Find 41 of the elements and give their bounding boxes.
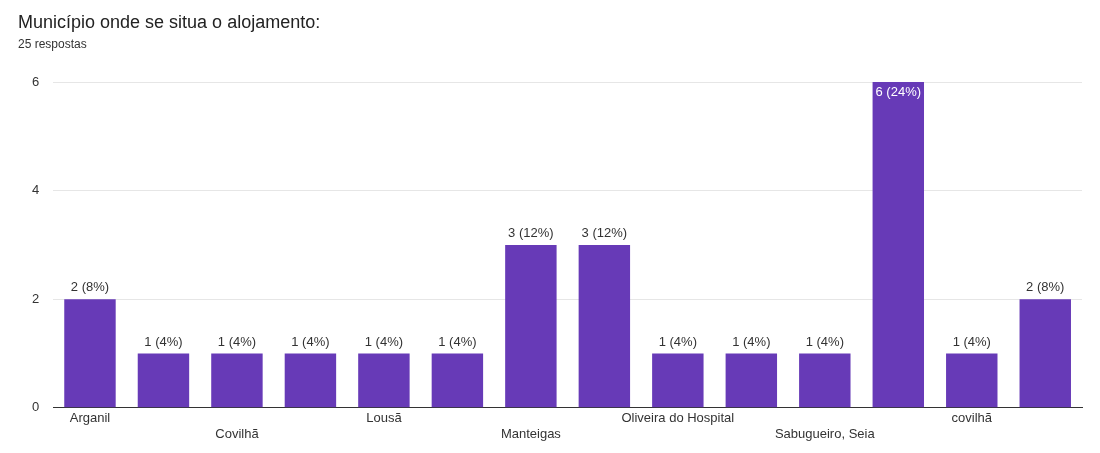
data-label: 6 (24%) — [875, 84, 922, 100]
bar — [652, 353, 704, 408]
chart-subtitle: 25 respostas — [18, 37, 87, 52]
data-label: 1 (4%) — [438, 333, 477, 349]
chart-title: Município onde se situa o alojamento: — [18, 11, 321, 32]
y-tick-label: 6 — [32, 73, 40, 89]
data-label: 1 (4%) — [217, 333, 257, 349]
data-label: 3 (12%) — [508, 224, 554, 240]
data-label: 2 (8%) — [1026, 279, 1065, 295]
data-label: 1 (4%) — [658, 333, 697, 349]
bar — [872, 82, 925, 408]
y-tick-label: 0 — [32, 399, 40, 415]
x-tick-label: Manteigas — [500, 425, 562, 441]
data-label: 1 (4%) — [732, 333, 771, 349]
bar — [431, 353, 484, 408]
y-tick-label: 4 — [32, 182, 40, 198]
data-label: 1 (4%) — [805, 333, 844, 349]
bar — [725, 353, 778, 408]
x-tick-label: Sabugueiro, Seia — [774, 425, 876, 441]
bar — [946, 353, 998, 408]
data-label: 1 (4%) — [952, 333, 991, 349]
bar — [137, 353, 190, 408]
data-label: 1 (4%) — [144, 333, 183, 349]
bar — [358, 353, 410, 408]
data-label: 2 (8%) — [70, 279, 110, 295]
data-label: 3 (12%) — [581, 224, 628, 240]
data-label: 1 (4%) — [291, 333, 330, 349]
data-label: 1 (4%) — [364, 333, 404, 349]
x-tick-label: Oliveira do Hospital — [621, 410, 735, 426]
y-tick-label: 2 — [32, 290, 40, 306]
x-tick-label: Arganil — [69, 410, 111, 426]
bar — [1019, 299, 1071, 408]
bar — [505, 244, 557, 408]
x-tick-label: Lousã — [366, 410, 403, 426]
x-tick-label: Covilhã — [215, 425, 260, 441]
bar — [211, 353, 263, 408]
bar — [284, 353, 337, 408]
bar — [578, 244, 631, 408]
x-tick-label: covilhã — [951, 410, 993, 426]
bar — [799, 353, 851, 408]
bar — [64, 299, 116, 408]
